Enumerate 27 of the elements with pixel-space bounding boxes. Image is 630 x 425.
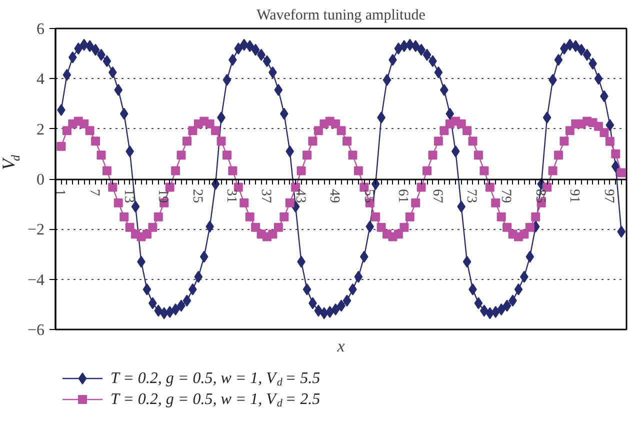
y-tick-label: −4 <box>27 272 45 289</box>
y-tick-label: 2 <box>36 121 44 138</box>
x-tick-label: 79 <box>498 189 514 203</box>
y-axis-title: Vd <box>0 154 22 170</box>
x-tick-label: 85 <box>532 189 548 203</box>
y-tick-label: −6 <box>27 322 45 339</box>
x-tick-label: 1 <box>52 189 68 196</box>
x-tick-label: 19 <box>155 189 170 203</box>
chart-title: Waveform tuning amplitude <box>256 8 426 24</box>
x-tick-label: 55 <box>360 189 376 203</box>
y-tick-label: 4 <box>36 71 44 88</box>
x-tick-label: 91 <box>566 189 582 203</box>
x-tick-label: 73 <box>464 189 479 203</box>
x-tick-label: 7 <box>86 189 102 196</box>
x-tick-label: 67 <box>429 189 444 203</box>
x-tick-label: 25 <box>189 189 204 203</box>
x-tick-label: 61 <box>395 189 410 203</box>
x-tick-label: 13 <box>120 189 136 203</box>
x-tick-label: 37 <box>258 189 273 203</box>
y-tick-label: 6 <box>36 21 44 38</box>
x-tick-label: 97 <box>600 189 616 203</box>
x-tick-label: 31 <box>224 189 239 203</box>
y-tick-label: −2 <box>27 222 45 239</box>
x-axis-title: x <box>336 336 346 356</box>
x-tick-label: 49 <box>326 189 342 203</box>
y-tick-label: 0 <box>36 172 44 188</box>
x-tick-label: 43 <box>292 189 308 203</box>
